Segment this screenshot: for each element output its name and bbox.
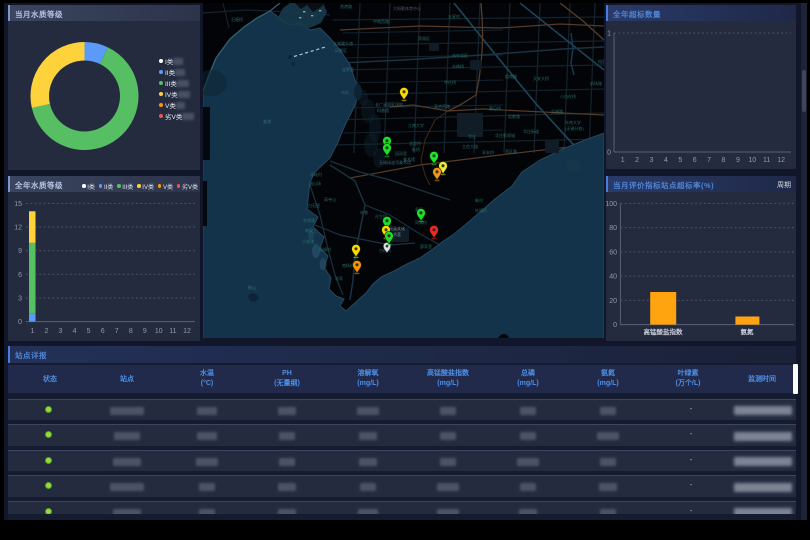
svg-text:12: 12: [183, 328, 191, 335]
svg-text:1: 1: [621, 157, 625, 164]
svg-text:寿安桥: 寿安桥: [482, 149, 494, 155]
svg-text:9: 9: [143, 328, 147, 335]
svg-text:2: 2: [635, 157, 639, 164]
svg-text:太湖鼋头渚: 太湖鼋头渚: [333, 40, 353, 46]
svg-text:11: 11: [763, 157, 770, 164]
svg-text:0: 0: [607, 150, 611, 157]
svg-text:东南大学: 东南大学: [565, 119, 581, 125]
svg-text:60: 60: [609, 249, 617, 256]
svg-text:吴越路: 吴越路: [551, 108, 563, 114]
svg-text:宝界里: 宝界里: [342, 66, 354, 72]
svg-text:拖山: 拖山: [248, 284, 256, 290]
svg-text:高浪西路: 高浪西路: [434, 103, 450, 109]
svg-text:3: 3: [18, 296, 22, 303]
svg-text:5: 5: [678, 157, 682, 164]
svg-text:江南大学: 江南大学: [408, 122, 424, 128]
svg-text:甲任桥: 甲任桥: [444, 79, 456, 85]
svg-text:北定桥: 北定桥: [409, 140, 421, 146]
svg-text:12: 12: [777, 157, 785, 164]
svg-text:(无锡分校): (无锡分校): [565, 125, 584, 131]
svg-text:科普馆: 科普馆: [377, 107, 389, 113]
svg-text:灵汲文化: 灵汲文化: [389, 225, 405, 231]
svg-text:1: 1: [30, 328, 34, 335]
svg-text:长广溪国家湿地: 长广溪国家湿地: [375, 101, 403, 107]
svg-text:中南西路: 中南西路: [373, 18, 389, 24]
svg-text:东鸡笼: 东鸡笼: [303, 217, 315, 223]
svg-text:小湖浦: 小湖浦: [302, 238, 314, 244]
svg-text:无锡绿波湾美术馆: 无锡绿波湾美术馆: [379, 159, 411, 165]
svg-text:孙生桥: 孙生桥: [375, 213, 387, 219]
svg-text:立信大道: 立信大道: [462, 143, 478, 149]
svg-text:3: 3: [59, 328, 63, 335]
svg-text:五星村: 五星村: [448, 13, 460, 19]
svg-text:氨氮: 氨氮: [741, 327, 755, 336]
svg-text:风景区: 风景区: [335, 47, 347, 53]
svg-text:市中北区: 市中北区: [452, 52, 468, 58]
svg-text:7: 7: [115, 328, 119, 335]
svg-text:吴都路: 吴都路: [508, 113, 520, 119]
svg-text:10: 10: [155, 328, 163, 335]
svg-text:4: 4: [664, 157, 668, 164]
svg-text:薛家里: 薛家里: [420, 243, 432, 249]
svg-text:艺术荟: 艺术荟: [389, 231, 401, 237]
svg-text:5: 5: [87, 328, 91, 335]
svg-text:6: 6: [18, 272, 22, 279]
svg-text:美术馆: 美术馆: [403, 156, 415, 162]
svg-text:渔港路: 渔港路: [340, 3, 352, 9]
svg-text:机场路: 机场路: [590, 80, 602, 86]
svg-text:6: 6: [693, 157, 697, 164]
svg-text:档案: 档案: [598, 58, 604, 64]
svg-text:小白在桥: 小白在桥: [560, 93, 576, 99]
svg-text:南泉上: 南泉上: [305, 227, 317, 233]
svg-text:大拇歌体育中心: 大拇歌体育中心: [393, 5, 421, 11]
svg-text:羊岐村: 羊岐村: [310, 171, 322, 177]
svg-text:南杨桥: 南杨桥: [342, 262, 354, 268]
svg-text:次家: 次家: [335, 275, 343, 281]
svg-text:白石里: 白石里: [308, 202, 320, 208]
svg-text:11: 11: [169, 328, 176, 335]
svg-text:古杨桥: 古杨桥: [379, 247, 391, 253]
svg-text:高锰酸盐指数: 高锰酸盐指数: [644, 327, 684, 336]
svg-text:蠡湖: 蠡湖: [263, 118, 271, 124]
svg-text:9: 9: [736, 157, 740, 164]
svg-text:高寺山: 高寺山: [324, 196, 336, 202]
svg-text:华庄影视城: 华庄影视城: [495, 132, 515, 138]
svg-text:乌水: 乌水: [341, 89, 349, 95]
svg-text:涵山场: 涵山场: [309, 180, 321, 186]
svg-text:2: 2: [45, 328, 49, 335]
svg-text:9: 9: [18, 248, 22, 255]
svg-text:石塘桥: 石塘桥: [231, 16, 243, 22]
svg-text:3: 3: [650, 157, 654, 164]
svg-text:惠见桥: 惠见桥: [489, 105, 501, 111]
svg-text:8: 8: [722, 157, 726, 164]
svg-text:4: 4: [73, 328, 77, 335]
svg-text:东绛桥: 东绛桥: [452, 63, 464, 69]
svg-text:7: 7: [707, 157, 711, 164]
svg-text:天安大桥: 天安大桥: [533, 75, 549, 81]
svg-text:华庄街道: 华庄街道: [523, 128, 539, 134]
svg-text:板桥: 板桥: [412, 146, 420, 152]
svg-text:超南路: 超南路: [505, 73, 517, 79]
svg-text:0: 0: [18, 319, 22, 326]
svg-text:叶巷: 叶巷: [360, 209, 368, 215]
svg-text:12: 12: [14, 225, 22, 232]
svg-text:0: 0: [613, 322, 617, 329]
svg-text:10: 10: [748, 157, 756, 164]
svg-text:40: 40: [609, 274, 617, 281]
svg-text:1: 1: [607, 31, 611, 38]
svg-text:象村: 象村: [475, 197, 483, 203]
svg-text:6: 6: [101, 328, 105, 335]
svg-text:滨湖区: 滨湖区: [418, 35, 430, 41]
svg-text:100: 100: [605, 201, 617, 208]
svg-text:15: 15: [14, 201, 22, 208]
svg-text:社塘桥: 社塘桥: [475, 207, 487, 213]
svg-text:华庄: 华庄: [468, 133, 476, 139]
svg-text:园深里: 园深里: [395, 150, 407, 156]
svg-text:西区路: 西区路: [505, 148, 517, 154]
svg-text:吴塘村: 吴塘村: [319, 246, 331, 252]
svg-text:8: 8: [129, 328, 133, 335]
svg-text:80: 80: [609, 225, 617, 232]
svg-text:20: 20: [609, 298, 617, 305]
